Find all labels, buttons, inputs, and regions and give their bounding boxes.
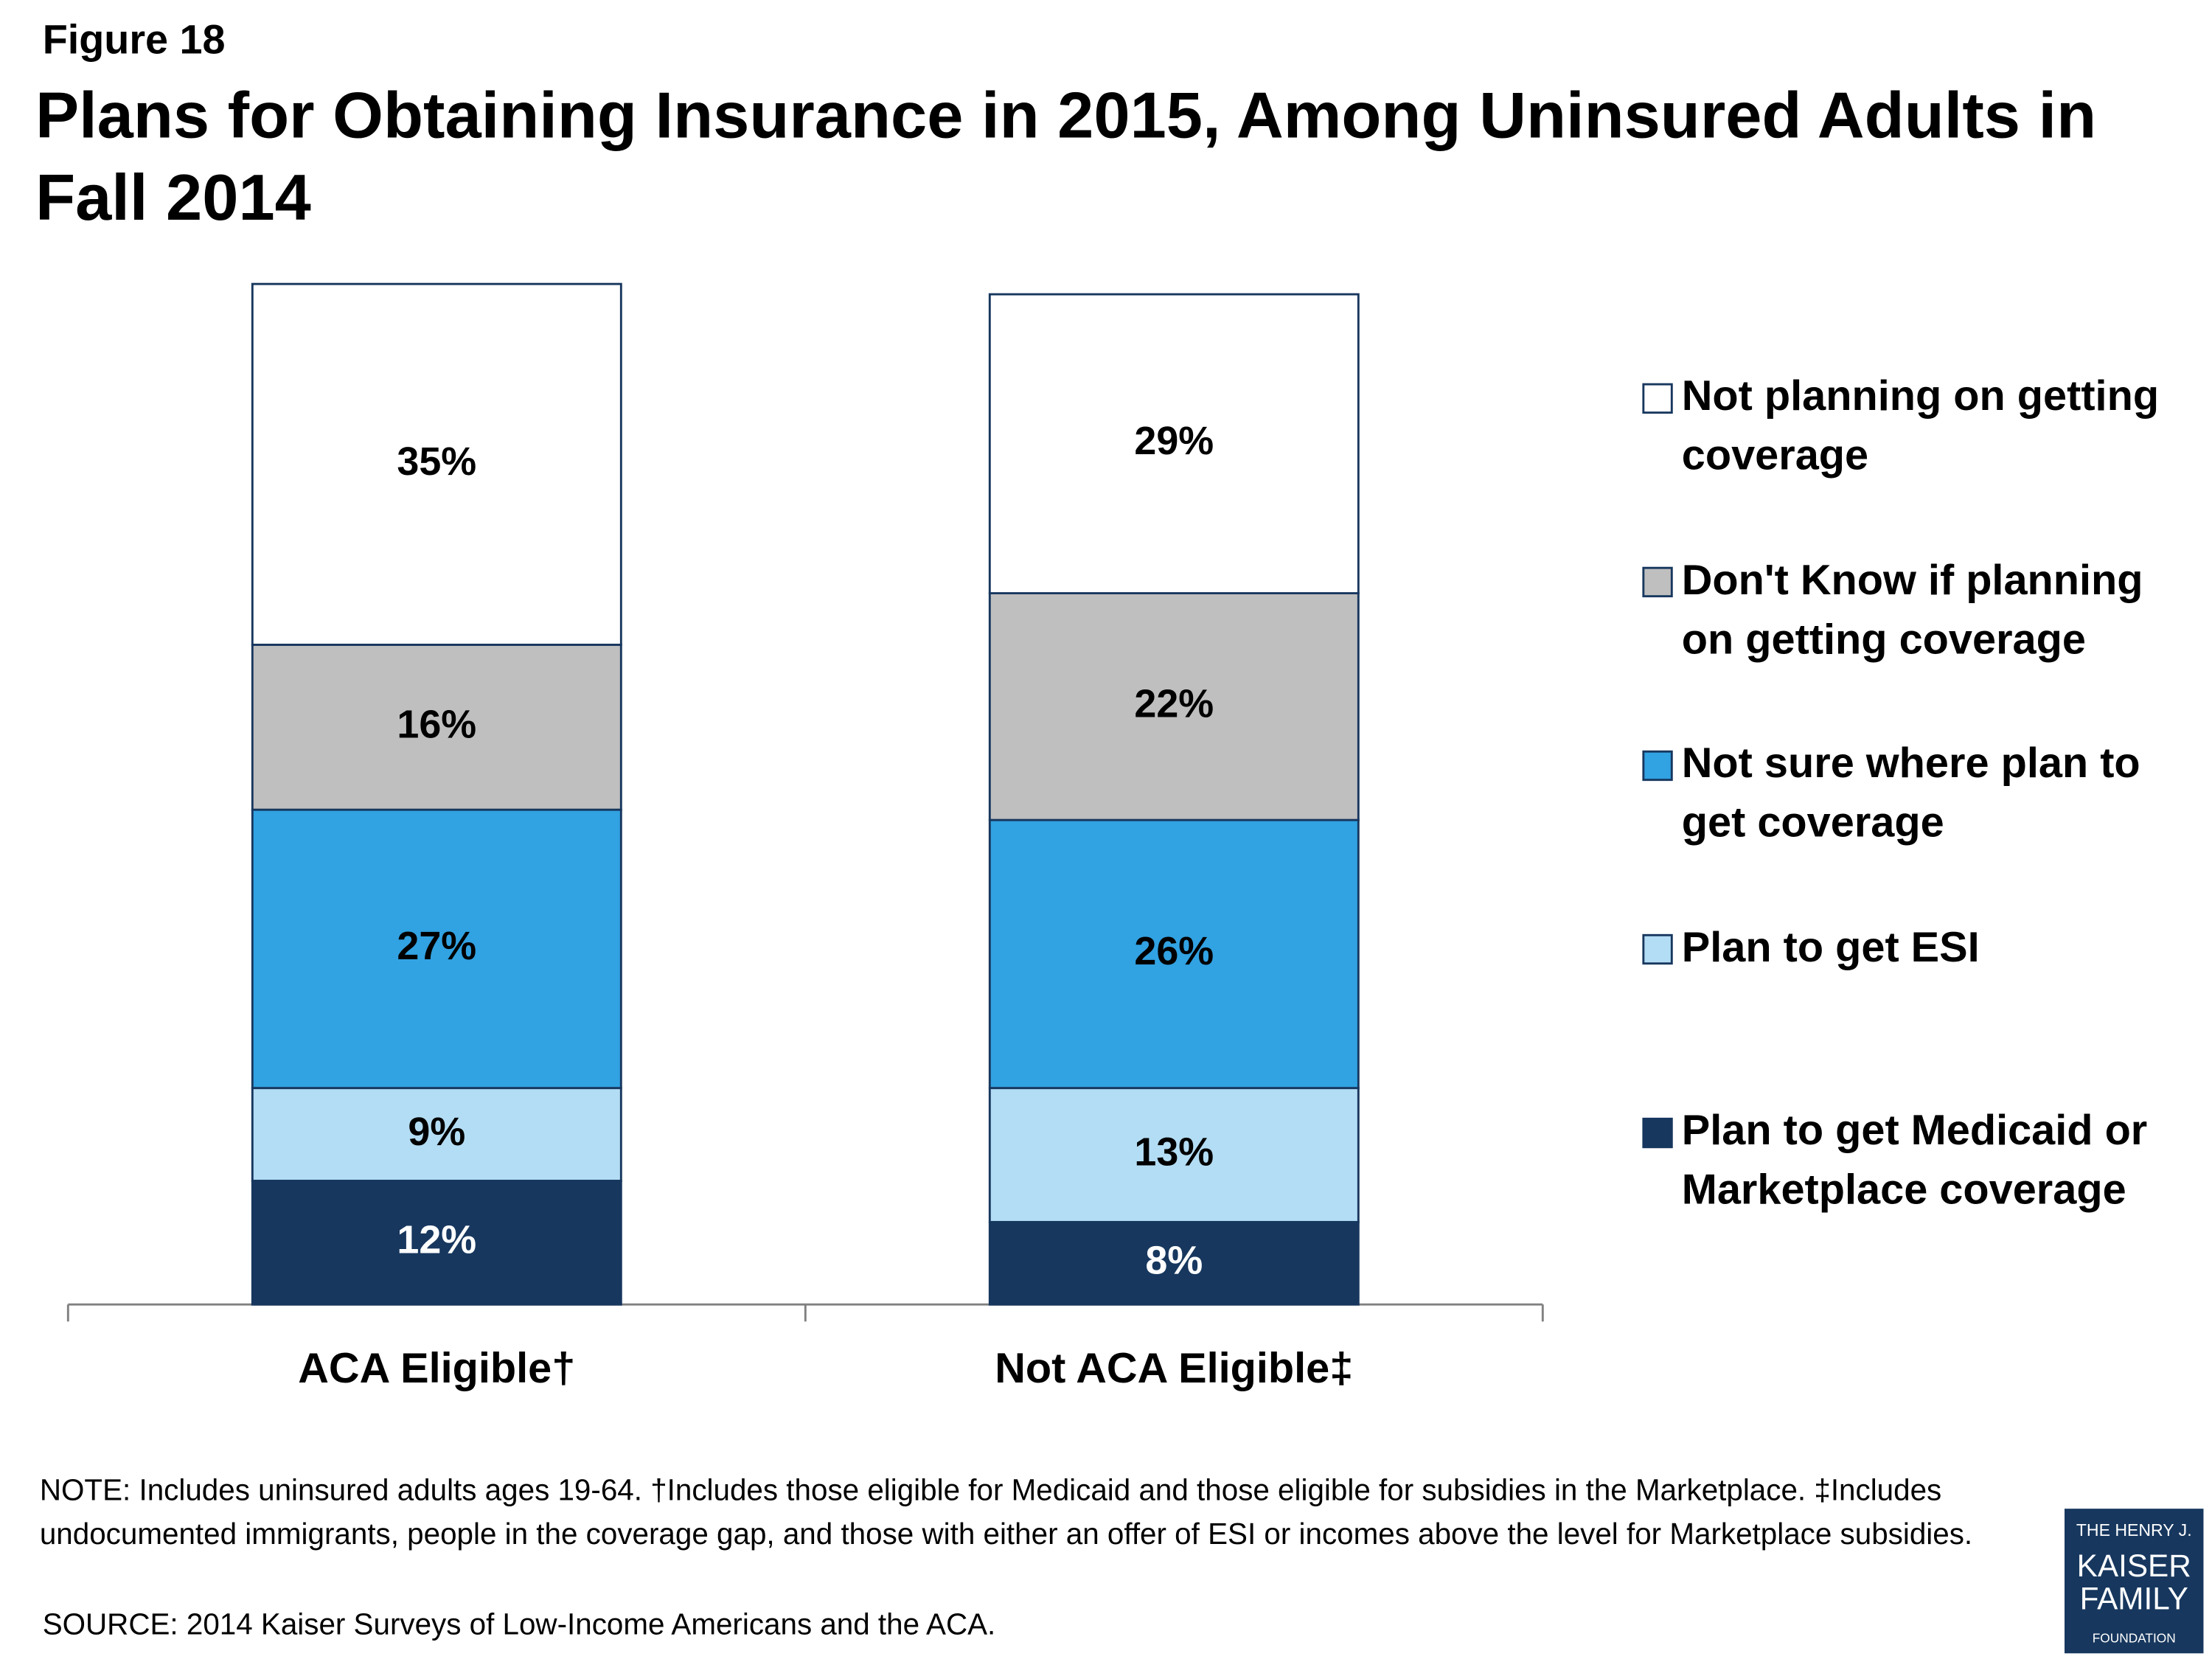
legend-swatch — [1642, 750, 1673, 782]
chart-title: Plans for Obtaining Insurance in 2015, A… — [35, 77, 2097, 234]
logo-text: KAISER — [2077, 1548, 2191, 1583]
legend-item: Not planning on getting coverage — [1681, 372, 2160, 479]
bar-segment — [988, 592, 1360, 821]
legend-item: Don't Know if planning on getting covera… — [1681, 556, 2143, 664]
logo-box — [2065, 1509, 2204, 1654]
legend-label: Not planning on getting coverage — [1681, 372, 2160, 479]
bar-segment — [988, 1087, 1360, 1223]
note-box: NOTE: Includes uninsured adults ages 19-… — [39, 1475, 1973, 1551]
value-label: 22% — [1134, 682, 1214, 726]
legend-label: Not sure where plan to get coverage — [1681, 740, 2140, 847]
value-label: 9% — [408, 1110, 465, 1154]
value-label: 26% — [1134, 929, 1214, 973]
value-label: 29% — [1134, 419, 1214, 463]
x-tick-label: ACA Eligible† — [298, 1345, 575, 1392]
bar-segment — [988, 293, 1360, 594]
logo-text: FAMILY — [2080, 1581, 2188, 1615]
bar-segment — [988, 818, 1360, 1090]
bar-segment — [988, 1220, 1360, 1306]
legend-label: Don't Know if planning on getting covera… — [1681, 556, 2143, 664]
note: NOTE: Includes uninsured adults ages 19-… — [39, 1475, 1973, 1551]
logo-text: THE HENRY J. — [2076, 1520, 2192, 1540]
value-label: 13% — [1134, 1130, 1214, 1175]
legend-label: Plan to get ESI — [1681, 923, 1980, 971]
bar-segment — [251, 1180, 622, 1306]
legend-swatch — [1642, 566, 1673, 598]
x-tick-label: Not ACA Eligible‡ — [995, 1345, 1353, 1392]
logo-text: FOUNDATION — [2093, 1631, 2176, 1646]
legend-swatch — [1642, 383, 1673, 414]
value-label: 27% — [397, 924, 476, 968]
legend-swatch — [1642, 1117, 1673, 1149]
bar-segment — [251, 808, 622, 1090]
legend-item: Not sure where plan to get coverage — [1681, 740, 2140, 847]
bar-segment — [251, 282, 622, 646]
legend-swatch — [1642, 933, 1673, 965]
figure-label: Figure 18 — [43, 16, 226, 62]
legend-item: Plan to get Medicaid or Marketplace cove… — [1681, 1107, 2148, 1214]
value-label: 16% — [397, 703, 476, 747]
legend-label: Plan to get Medicaid or Marketplace cove… — [1681, 1107, 2148, 1214]
legend-item: Plan to get ESI — [1681, 923, 1980, 971]
value-label: 35% — [397, 439, 476, 484]
value-label: 8% — [1145, 1239, 1203, 1283]
title-box: Plans for Obtaining Insurance in 2015, A… — [35, 77, 2097, 234]
bar-segment — [251, 644, 622, 811]
source: SOURCE: 2014 Kaiser Surveys of Low-Incom… — [43, 1607, 996, 1641]
value-label: 12% — [397, 1218, 476, 1262]
bar-segment — [251, 1087, 622, 1182]
